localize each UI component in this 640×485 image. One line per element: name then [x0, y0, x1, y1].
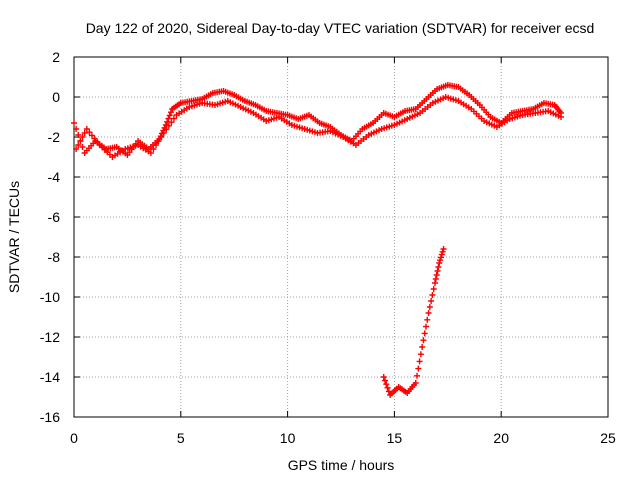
data-point — [91, 135, 98, 142]
data-point — [147, 150, 154, 156]
y-tick-label: -16 — [40, 409, 60, 425]
x-tick-label: 5 — [177, 430, 185, 446]
data-point — [75, 142, 82, 148]
data-point — [81, 130, 88, 136]
data-point — [439, 248, 446, 255]
data-point — [430, 286, 437, 292]
data-point — [165, 122, 172, 129]
y-axis-label: SDTVAR / TECUs — [6, 181, 22, 293]
data-point — [150, 146, 157, 152]
y-tick-label: -6 — [48, 209, 61, 225]
data-point — [436, 260, 443, 266]
data-point — [440, 246, 447, 252]
data-point — [438, 251, 445, 258]
data-point — [158, 134, 165, 140]
y-tick-label: -12 — [40, 329, 60, 345]
x-tick-label: 20 — [493, 430, 509, 446]
data-point — [437, 254, 444, 261]
x-tick-label: 10 — [280, 430, 296, 446]
data-point — [79, 134, 86, 140]
data-point — [431, 280, 438, 286]
data-point — [75, 132, 82, 138]
data-point — [383, 381, 390, 388]
y-tick-label: -14 — [40, 369, 60, 385]
data-point — [86, 129, 93, 136]
data-point — [79, 144, 86, 150]
data-point — [417, 351, 424, 358]
data-point — [426, 304, 433, 310]
data-point — [421, 330, 428, 337]
data-point — [83, 126, 90, 132]
x-axis-label: GPS time / hours — [288, 457, 395, 473]
x-tick-label: 15 — [387, 430, 403, 446]
data-point — [428, 298, 435, 304]
data-point — [380, 374, 387, 380]
data-point — [382, 377, 389, 384]
y-tick-label: 2 — [52, 49, 60, 65]
data-point — [153, 142, 160, 148]
data-point — [163, 126, 170, 133]
data-point — [435, 264, 442, 270]
y-tick-label: -10 — [40, 289, 60, 305]
x-tick-label: 25 — [600, 430, 616, 446]
data-point — [155, 138, 162, 144]
data-point — [415, 365, 422, 372]
data-point — [168, 119, 175, 126]
data-point — [433, 272, 440, 278]
data-point — [94, 138, 101, 145]
data-point — [420, 337, 427, 344]
y-tick-label: -8 — [48, 249, 61, 265]
y-tick-label: -4 — [48, 169, 61, 185]
data-point — [167, 109, 174, 116]
data-point — [414, 372, 421, 379]
data-series — [71, 82, 565, 158]
data-point — [558, 114, 565, 120]
data-series — [380, 246, 447, 398]
chart-title: Day 122 of 2020, Sidereal Day-to-day VTE… — [86, 20, 595, 36]
data-point — [71, 120, 77, 126]
data-point — [434, 268, 441, 274]
data-point — [73, 126, 80, 132]
data-point — [165, 115, 172, 122]
data-point — [166, 112, 173, 119]
data-series — [73, 94, 565, 160]
data-point — [425, 310, 432, 316]
data-point — [160, 130, 167, 136]
data-point — [88, 132, 95, 139]
data-point — [423, 323, 430, 330]
data-point — [437, 257, 444, 264]
data-point — [412, 380, 419, 386]
data-point — [77, 138, 84, 144]
data-point — [432, 276, 439, 282]
data-point — [424, 316, 431, 323]
data-point — [419, 344, 426, 350]
series-layer — [71, 82, 565, 398]
grid-layer — [74, 57, 608, 417]
y-tick-label: -2 — [48, 129, 61, 145]
x-tick-label: 0 — [70, 430, 78, 446]
data-point — [73, 146, 80, 152]
data-point — [429, 292, 436, 298]
y-tick-label: 0 — [52, 89, 60, 105]
plot-frame — [73, 56, 609, 418]
data-point — [170, 115, 177, 122]
data-point — [384, 384, 391, 391]
data-point — [416, 358, 423, 365]
